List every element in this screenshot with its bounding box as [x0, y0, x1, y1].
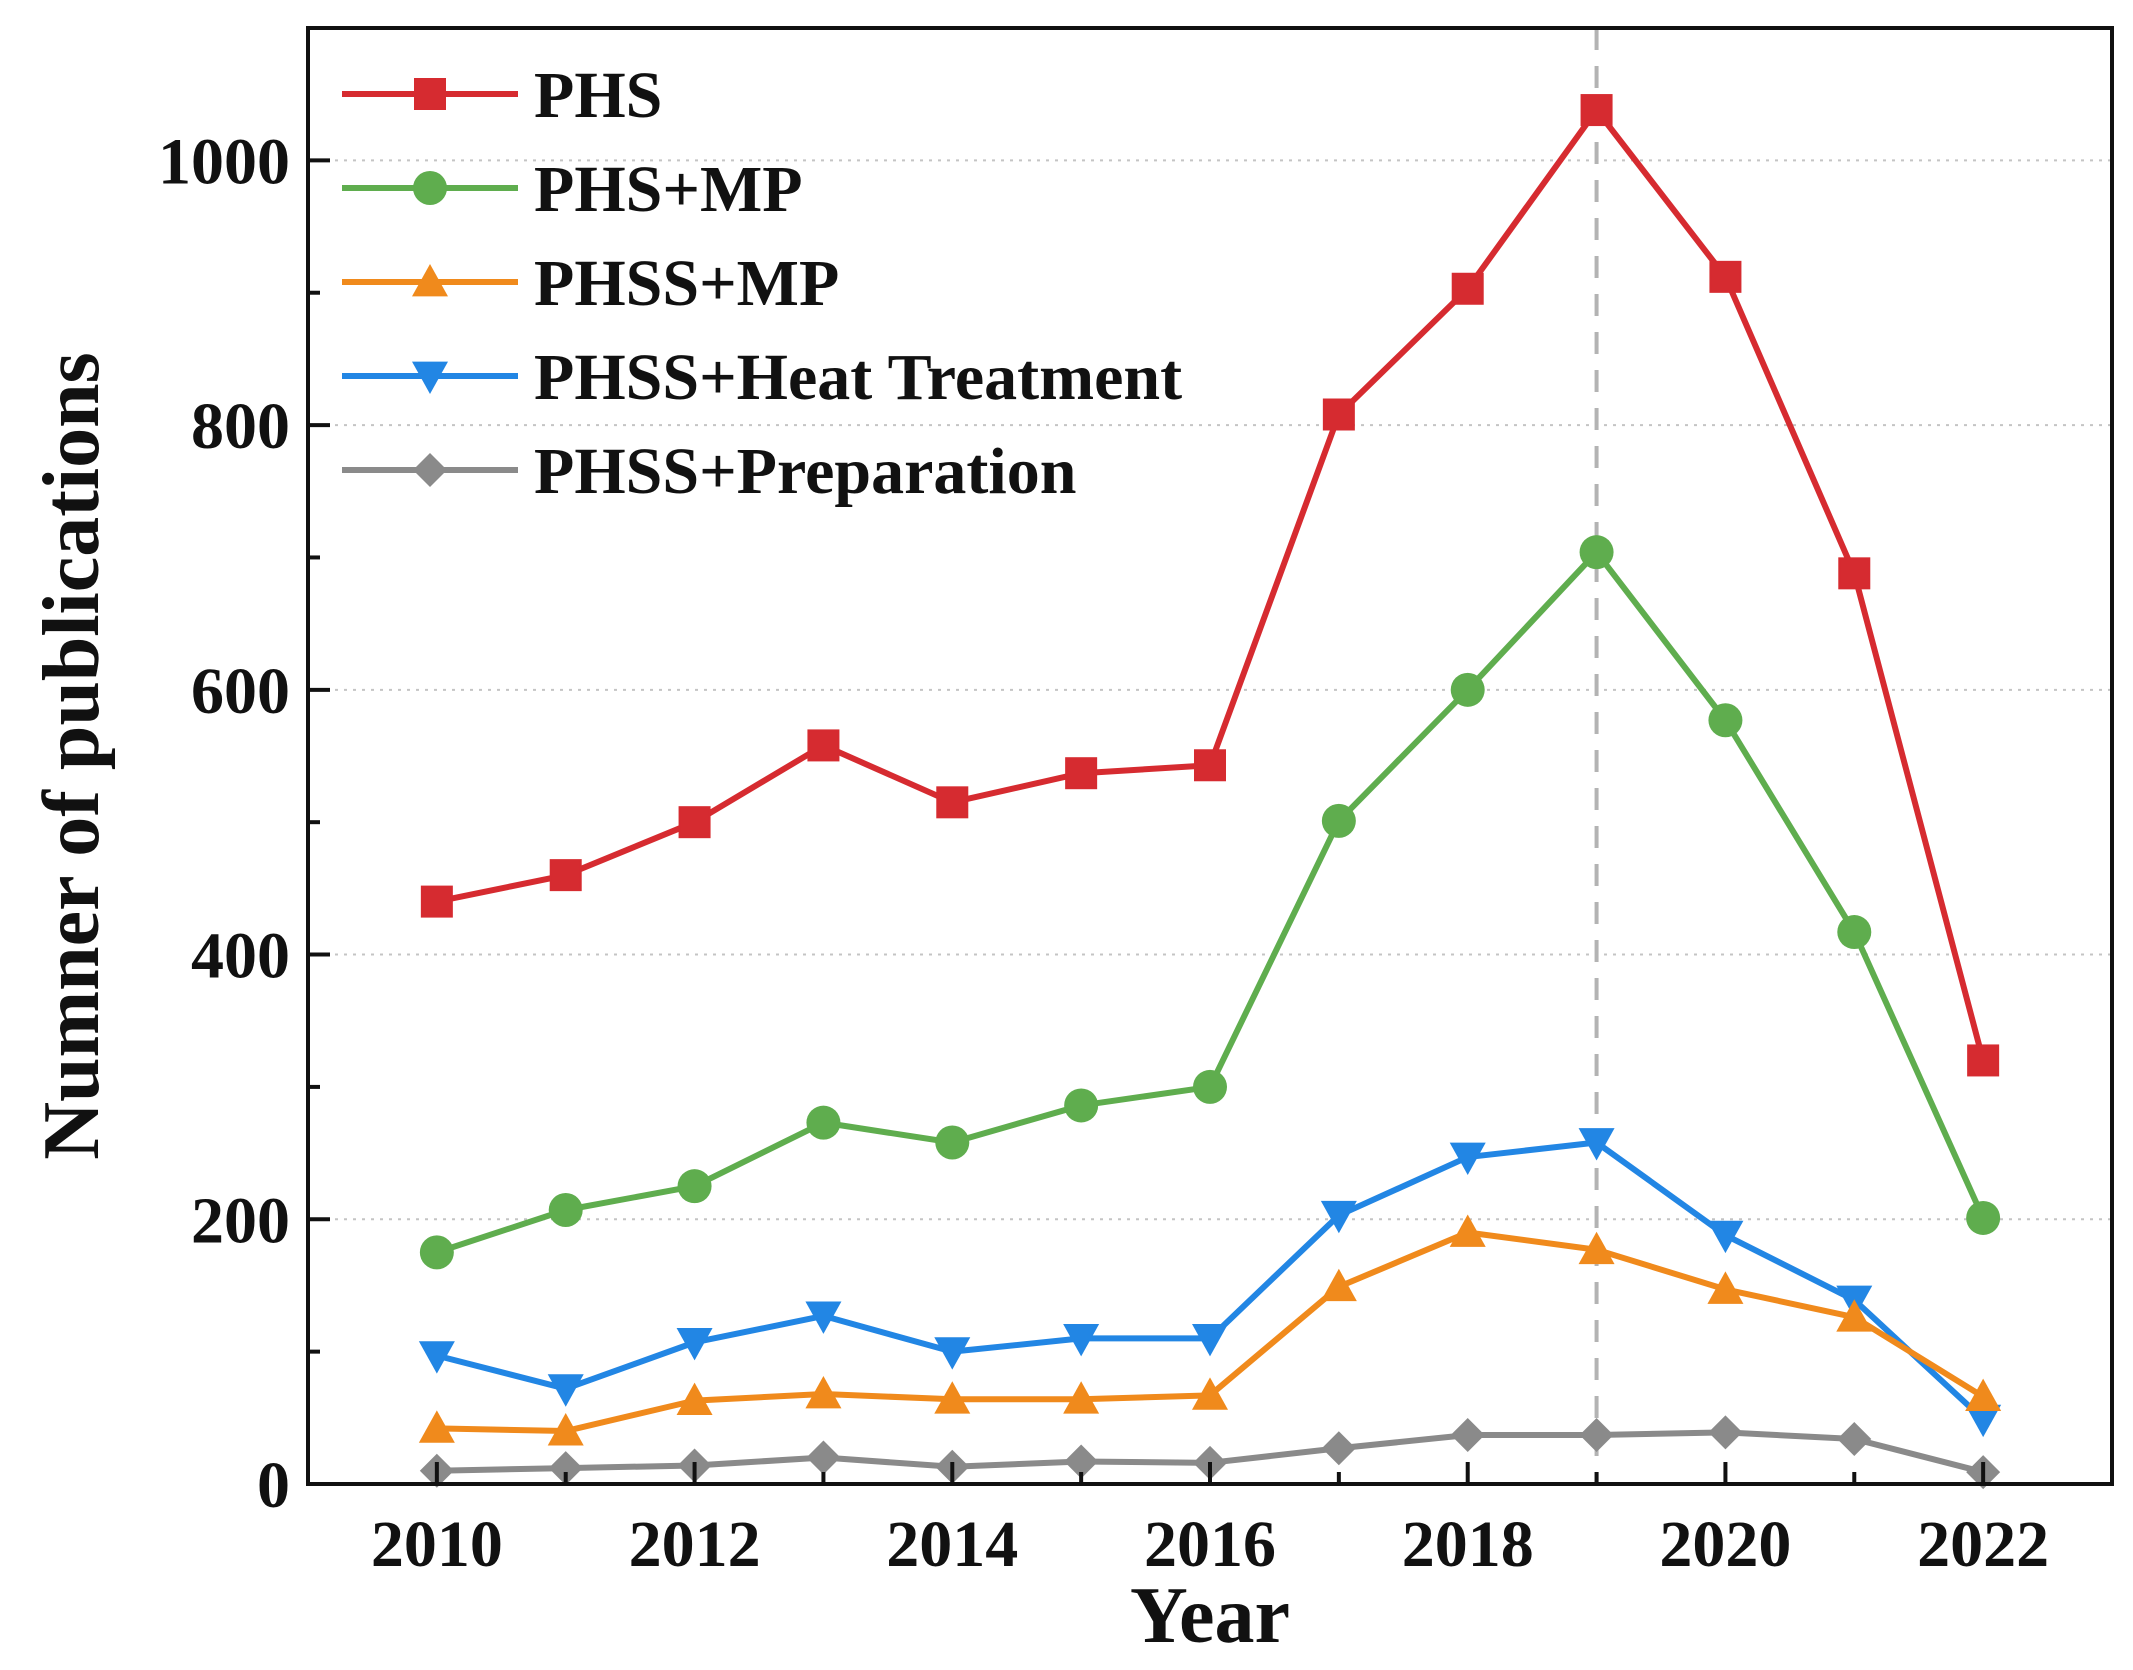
point-phs-mp-2011	[548, 1193, 583, 1228]
point-phs-mp-2018	[1450, 672, 1485, 707]
point-phs-mp-2022	[1966, 1200, 2001, 1235]
point-phss-mp-2013	[805, 1375, 842, 1409]
point-phs-2010	[420, 885, 453, 918]
point-phs-2016	[1194, 749, 1226, 782]
point-phss-mp-2018	[1449, 1214, 1486, 1247]
y-tick-label-800: 800	[191, 390, 290, 463]
point-phss-mp-2012	[676, 1382, 713, 1416]
point-phss-preparation-2017	[1321, 1431, 1356, 1466]
legend-marker-phss-mp	[412, 264, 448, 297]
y-tick-label-600: 600	[191, 655, 290, 728]
legend-label-phs: PHS	[534, 59, 662, 132]
legend-item-phss-heat-treatment: PHSS+Heat Treatment	[342, 341, 1182, 414]
point-phs-2021	[1838, 557, 1871, 590]
legend-item-phs: PHS	[342, 59, 662, 132]
point-phs-mp-2012	[677, 1169, 712, 1204]
legend-marker-phs	[414, 78, 446, 110]
grid-lines	[308, 159, 2112, 1221]
point-phss-mp-2021	[1836, 1299, 1873, 1332]
point-phss-heat-treatment-2017	[1320, 1200, 1357, 1234]
point-phs-mp-2019	[1579, 535, 1614, 570]
point-phs-mp-2017	[1321, 803, 1356, 838]
point-phss-heat-treatment-2014	[934, 1337, 971, 1370]
point-phss-mp-2022	[1965, 1378, 2002, 1412]
x-tick-label-2020: 2020	[1659, 1508, 1791, 1581]
legend-marker-phs-mp	[413, 171, 447, 205]
series-phs	[420, 94, 2000, 1077]
point-phs-2011	[549, 859, 582, 892]
point-phss-preparation-2013	[806, 1440, 841, 1475]
x-tick-label-2014: 2014	[886, 1508, 1018, 1581]
point-phs-mp-2020	[1708, 703, 1743, 738]
axis-ticks: 0 200 400 600 800 1000 2010 2012 2014 2016 2018 202…	[158, 125, 2049, 1581]
point-phs-mp-2021	[1837, 915, 1872, 950]
point-phss-mp-2016	[1192, 1377, 1228, 1410]
point-phss-mp-2010	[418, 1410, 455, 1443]
point-phs-2013	[807, 729, 840, 762]
point-phss-preparation-2019	[1579, 1418, 1614, 1453]
legend-item-phss-mp: PHSS+MP	[342, 247, 839, 320]
x-axis-title: Year	[1130, 1572, 1290, 1660]
point-phs-mp-2014	[935, 1125, 970, 1160]
point-phs-mp-2016	[1193, 1069, 1227, 1104]
point-phs-2012	[678, 806, 711, 839]
point-phss-heat-treatment-2015	[1063, 1324, 1100, 1357]
point-phss-preparation-2020	[1708, 1415, 1743, 1450]
point-phs-2017	[1322, 398, 1355, 431]
point-phss-heat-treatment-2018	[1449, 1142, 1486, 1176]
y-tick-label-200: 200	[191, 1184, 290, 1257]
point-phs-2020	[1709, 260, 1742, 293]
y-axis-title: Numner of publications	[28, 352, 116, 1160]
point-phs-2015	[1065, 757, 1098, 790]
point-phs-mp-2015	[1064, 1088, 1099, 1123]
legend: PHS PHS+MP PHSS+MP PHSS+Heat Treatment PHSS+…	[342, 59, 1182, 508]
point-phss-preparation-2018	[1450, 1418, 1485, 1453]
point-phss-mp-2015	[1063, 1381, 1100, 1414]
point-phs-2019	[1580, 94, 1613, 127]
point-phss-heat-treatment-2019	[1578, 1128, 1615, 1161]
point-phss-heat-treatment-2010	[418, 1341, 455, 1374]
x-tick-label-2016: 2016	[1144, 1508, 1276, 1581]
x-tick-label-2012: 2012	[629, 1508, 761, 1581]
point-phss-mp-2019	[1578, 1231, 1615, 1265]
y-tick-label-1000: 1000	[158, 125, 290, 198]
point-phss-heat-treatment-2016	[1192, 1324, 1228, 1357]
legend-item-phss-preparation: PHSS+Preparation	[342, 435, 1076, 508]
point-phss-mp-2017	[1320, 1268, 1357, 1302]
point-phss-preparation-2021	[1837, 1421, 1872, 1456]
y-tick-label-400: 400	[191, 920, 290, 993]
point-phss-preparation-2011	[548, 1451, 583, 1486]
series-phss-mp	[418, 1214, 2002, 1446]
point-phs-2018	[1451, 272, 1484, 305]
legend-item-phs-mp: PHS+MP	[342, 153, 803, 226]
point-phs-2014	[936, 786, 969, 819]
point-phss-heat-treatment-2013	[805, 1301, 842, 1334]
x-tick-label-2022: 2022	[1917, 1508, 2049, 1581]
x-tick-label-2018: 2018	[1402, 1508, 1534, 1581]
point-phs-2022	[1967, 1044, 2000, 1077]
legend-label-phs-mp: PHS+MP	[534, 153, 803, 226]
point-phss-mp-2011	[547, 1413, 584, 1446]
point-phss-mp-2020	[1707, 1271, 1744, 1304]
y-tick-label-0: 0	[257, 1449, 290, 1522]
point-phss-preparation-2015	[1064, 1444, 1099, 1479]
legend-marker-phss-heat-treatment	[412, 361, 448, 394]
point-phs-mp-2013	[806, 1105, 841, 1140]
point-phss-mp-2014	[934, 1381, 971, 1414]
point-phss-heat-treatment-2022	[1965, 1404, 2002, 1438]
legend-label-phss-preparation: PHSS+Preparation	[534, 435, 1076, 508]
legend-label-phss-heat-treatment: PHSS+Heat Treatment	[534, 341, 1182, 414]
point-phs-mp-2010	[419, 1235, 454, 1270]
legend-marker-phss-preparation	[413, 453, 447, 487]
x-tick-label-2010: 2010	[371, 1508, 503, 1581]
series-phs-mp	[419, 535, 2001, 1270]
legend-label-phss-mp: PHSS+MP	[534, 247, 839, 320]
point-phss-heat-treatment-2012	[676, 1327, 713, 1361]
point-phss-heat-treatment-2011	[547, 1374, 584, 1407]
point-phss-heat-treatment-2020	[1707, 1220, 1744, 1254]
